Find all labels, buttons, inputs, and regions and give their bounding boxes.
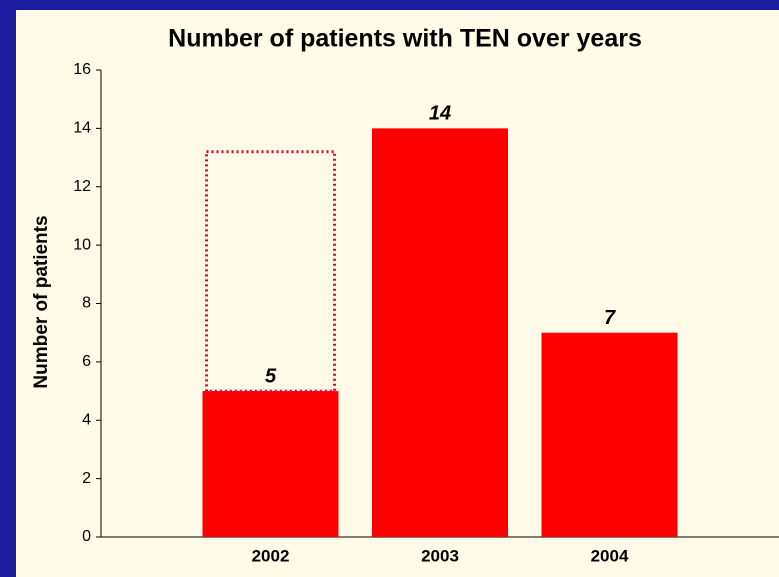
value-label: 7 <box>604 307 616 329</box>
bar <box>541 332 678 537</box>
y-tick-label: 2 <box>82 470 91 487</box>
x-tick-label: 2004 <box>591 546 629 565</box>
y-axis-label: Number of patients <box>31 215 52 388</box>
value-label: 14 <box>429 103 451 125</box>
x-tick-label: 2002 <box>252 546 290 565</box>
y-tick-label: 12 <box>73 178 91 195</box>
y-tick-label: 16 <box>73 61 91 78</box>
bar <box>372 128 508 537</box>
value-label: 5 <box>265 365 277 387</box>
outline-bar <box>205 150 336 393</box>
y-tick-label: 14 <box>73 120 91 137</box>
bar <box>202 391 339 537</box>
x-tick-label: 2003 <box>421 546 459 565</box>
y-tick-label: 10 <box>73 236 91 253</box>
y-tick-label: 0 <box>82 528 91 545</box>
y-tick-label: 8 <box>82 295 91 312</box>
chart-title: Number of patients with TEN over years <box>168 25 642 53</box>
y-tick-label: 4 <box>82 411 91 428</box>
y-tick-label: 6 <box>82 353 91 370</box>
